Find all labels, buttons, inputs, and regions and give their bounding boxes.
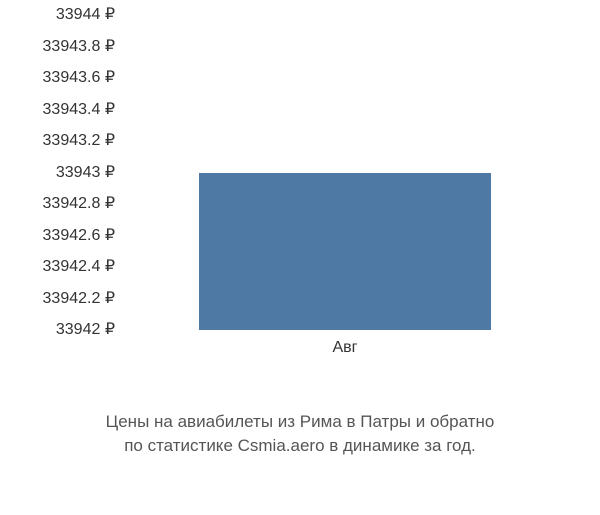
chart-caption: Цены на авиабилеты из Рима в Патры и обр… [0, 410, 600, 458]
caption-line-1: Цены на авиабилеты из Рима в Патры и обр… [0, 410, 600, 434]
y-axis: 33944 ₽33943.8 ₽33943.6 ₽33943.4 ₽33943.… [15, 15, 115, 330]
bar [199, 173, 492, 331]
price-chart: 33944 ₽33943.8 ₽33943.6 ₽33943.4 ₽33943.… [15, 15, 585, 370]
x-axis: Авг [120, 335, 570, 365]
caption-line-2: по статистике Csmia.aero в динамике за г… [0, 434, 600, 458]
plot-area [120, 15, 570, 330]
x-axis-tick: Авг [332, 339, 357, 357]
